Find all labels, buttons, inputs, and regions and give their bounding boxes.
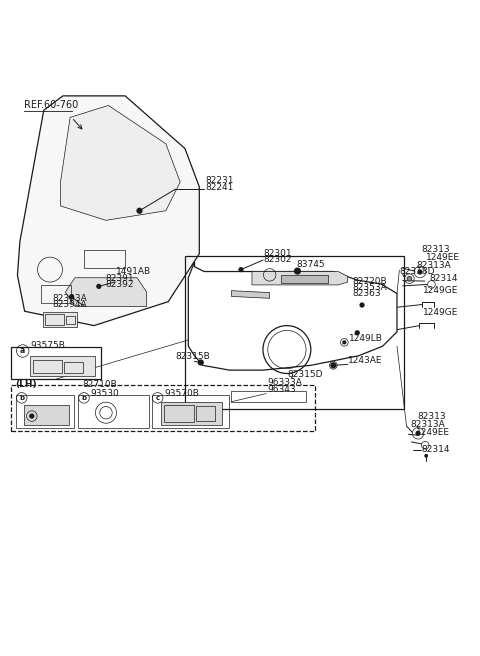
Text: 1243AE: 1243AE <box>348 356 382 365</box>
Bar <box>231 391 306 401</box>
Circle shape <box>360 303 364 307</box>
Text: a: a <box>20 346 25 356</box>
Circle shape <box>407 276 412 281</box>
Text: 1249EE: 1249EE <box>426 253 460 262</box>
Circle shape <box>343 341 346 344</box>
Bar <box>66 316 75 324</box>
Text: 82313A: 82313A <box>410 420 444 429</box>
Bar <box>164 405 194 422</box>
Text: 82313: 82313 <box>417 413 446 421</box>
Circle shape <box>198 360 203 365</box>
Bar <box>16 395 74 428</box>
Text: 82301: 82301 <box>263 249 291 258</box>
Bar <box>281 276 327 283</box>
Text: 1249EE: 1249EE <box>416 428 450 437</box>
Bar <box>152 395 229 428</box>
Text: 82315D: 82315D <box>287 370 323 379</box>
Bar <box>30 356 95 376</box>
Text: 82720B: 82720B <box>352 277 387 286</box>
Bar <box>64 362 83 373</box>
Text: 1249LB: 1249LB <box>349 335 383 343</box>
Text: 93575B: 93575B <box>30 342 65 350</box>
Text: 82391: 82391 <box>105 274 133 283</box>
Text: 93570B: 93570B <box>164 389 199 398</box>
Text: 82313: 82313 <box>421 245 450 254</box>
Bar <box>78 395 149 428</box>
Circle shape <box>416 432 420 435</box>
Text: (LH): (LH) <box>15 380 36 389</box>
Text: 82393A: 82393A <box>52 294 87 303</box>
Polygon shape <box>17 96 199 325</box>
Text: REF.60-760: REF.60-760 <box>24 100 78 110</box>
Text: 82314: 82314 <box>429 274 457 283</box>
Text: 82231: 82231 <box>205 176 234 186</box>
Text: 96333A: 96333A <box>268 379 302 387</box>
Circle shape <box>295 268 300 274</box>
Bar <box>41 285 71 303</box>
Polygon shape <box>65 277 147 306</box>
Text: 82315B: 82315B <box>175 352 210 361</box>
Circle shape <box>424 454 428 458</box>
Text: 82302: 82302 <box>263 255 291 264</box>
Bar <box>45 314 64 325</box>
Bar <box>196 406 215 421</box>
Circle shape <box>418 270 422 274</box>
Text: 93530: 93530 <box>91 389 120 398</box>
Bar <box>33 360 62 373</box>
Bar <box>161 401 222 424</box>
Text: 1249GE: 1249GE <box>423 287 458 295</box>
Circle shape <box>331 363 336 368</box>
Bar <box>43 312 77 327</box>
Polygon shape <box>60 106 180 220</box>
Text: 82313A: 82313A <box>416 260 451 270</box>
Bar <box>11 346 101 379</box>
Text: 82392: 82392 <box>105 279 133 289</box>
Circle shape <box>137 209 142 213</box>
Bar <box>11 386 315 431</box>
Bar <box>24 405 69 424</box>
Text: a: a <box>267 270 272 279</box>
Text: b: b <box>82 395 86 401</box>
Text: 82353A: 82353A <box>352 283 387 292</box>
Text: 82394A: 82394A <box>52 300 87 310</box>
Text: 96343: 96343 <box>268 384 296 394</box>
Circle shape <box>355 331 359 335</box>
Text: 82241: 82241 <box>205 182 234 192</box>
Bar <box>185 256 404 409</box>
Text: 82314: 82314 <box>421 445 449 454</box>
Text: 82710B: 82710B <box>82 380 117 389</box>
Polygon shape <box>188 262 397 370</box>
Bar <box>84 250 125 268</box>
Text: c: c <box>156 395 160 401</box>
Text: b: b <box>19 395 24 401</box>
Circle shape <box>70 295 73 298</box>
Text: 82363: 82363 <box>352 289 381 298</box>
Text: 1491AB: 1491AB <box>116 267 151 276</box>
Circle shape <box>30 414 34 418</box>
Polygon shape <box>231 291 270 298</box>
Text: 1249GE: 1249GE <box>423 308 458 318</box>
Text: 83745: 83745 <box>297 260 325 269</box>
Text: 82318D: 82318D <box>399 267 435 276</box>
Polygon shape <box>252 272 348 285</box>
Circle shape <box>97 285 101 288</box>
Circle shape <box>239 268 243 272</box>
